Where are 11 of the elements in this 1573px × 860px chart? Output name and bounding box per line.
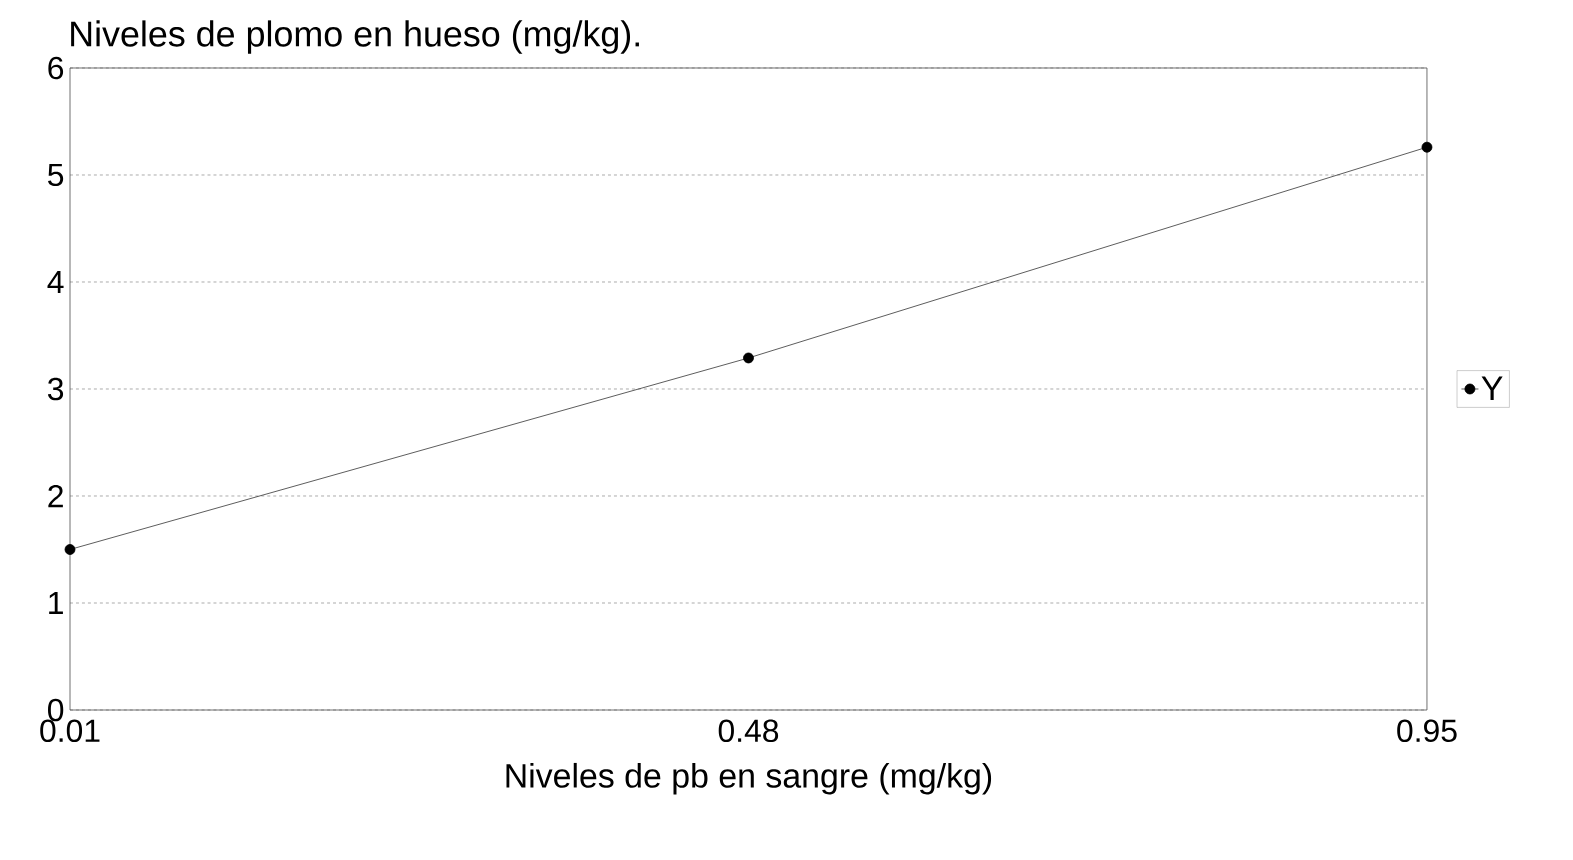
y-tick-label: 3 [47, 377, 64, 401]
y-tick-label: 1 [49, 592, 63, 614]
x-tick-label: 0.48 [718, 719, 779, 743]
chart-title: Niveles de plomo en hueso (mg/kg). [71, 20, 639, 54]
x-tick-label: 0.95 [1397, 719, 1457, 743]
y-tick-label: 4 [47, 271, 64, 293]
y-tick-label: 6 [48, 56, 64, 80]
y-tick-label: 2 [48, 484, 63, 508]
legend-label: Y [1481, 376, 1503, 400]
y-tick-label: 5 [48, 163, 64, 187]
x-axis-title: Niveles de pb en sangre (mg/kg) [506, 762, 992, 795]
